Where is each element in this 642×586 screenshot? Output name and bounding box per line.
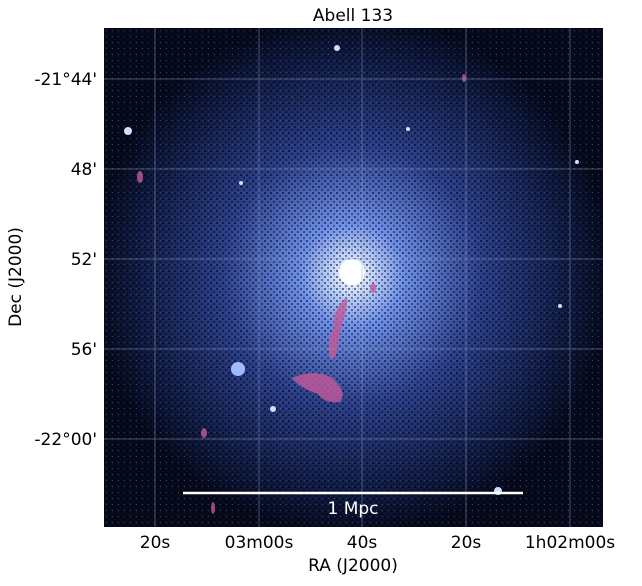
y-tick-label: 56': [71, 340, 97, 360]
x-tick-label: 03m00s: [225, 533, 294, 553]
x-ticks: 20s 03m00s 40s 20s 1h02m00s: [140, 533, 616, 553]
y-tick-label: 52': [71, 250, 97, 270]
scale-bar-label: 1 Mpc: [327, 499, 378, 519]
y-axis-label: Dec (J2000): [6, 227, 26, 327]
radio-emission: [137, 74, 466, 514]
image: 1 Mpc: [104, 28, 603, 527]
x-tick-label: 1h02m00s: [525, 533, 615, 553]
coordinate-grid: [104, 28, 603, 527]
x-tick-label: 20s: [451, 533, 482, 553]
x-axis-label: RA (J2000): [308, 556, 398, 576]
y-tick-label: -22°00': [34, 430, 97, 450]
x-tick-label: 20s: [140, 533, 171, 553]
y-tick-label: 48': [71, 160, 97, 180]
y-tick-label: -21°44': [34, 70, 97, 90]
x-tick-label: 40s: [347, 533, 378, 553]
title: Abell 133: [313, 6, 393, 26]
y-ticks: -21°44' 48' 52' 56' -22°00': [34, 70, 97, 450]
